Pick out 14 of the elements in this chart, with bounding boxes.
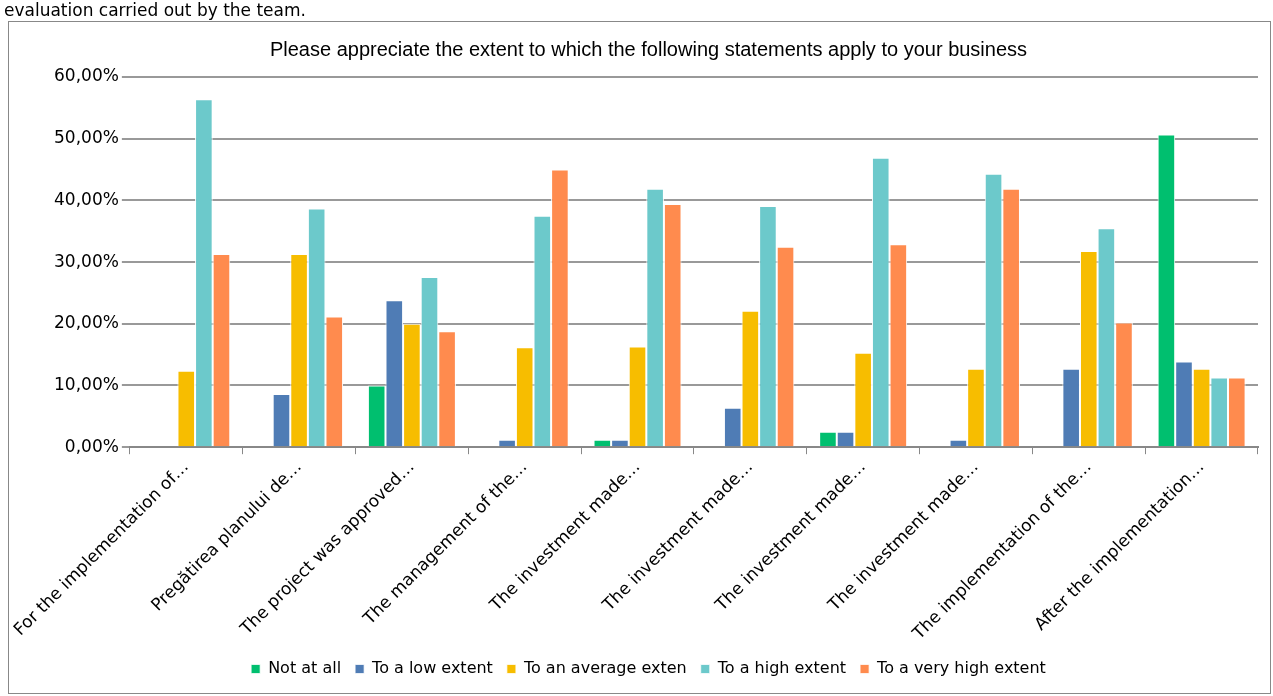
legend-label: To an average exten [522,658,687,678]
chart-title: Please appreciate the extent to which the following statements apply to your business [269,38,1028,61]
y-tick-label: 10,00% [54,373,119,394]
legend-label: To a high extent [716,658,847,678]
y-tick-label: 30,00% [54,250,119,271]
y-tick-label: 50,00% [54,127,119,148]
legend-label: Not at all [268,658,342,678]
y-tick-label: 60,00% [54,65,119,86]
legend-label: To a low extent [371,658,493,678]
text: evaluation carried out by the team. [4,0,306,20]
y-tick-label: 20,00% [54,312,119,333]
y-tick-label: 40,00% [54,188,119,209]
legend-label: To a very high extent [876,658,1046,678]
y-tick-label: 0,00% [64,435,119,456]
